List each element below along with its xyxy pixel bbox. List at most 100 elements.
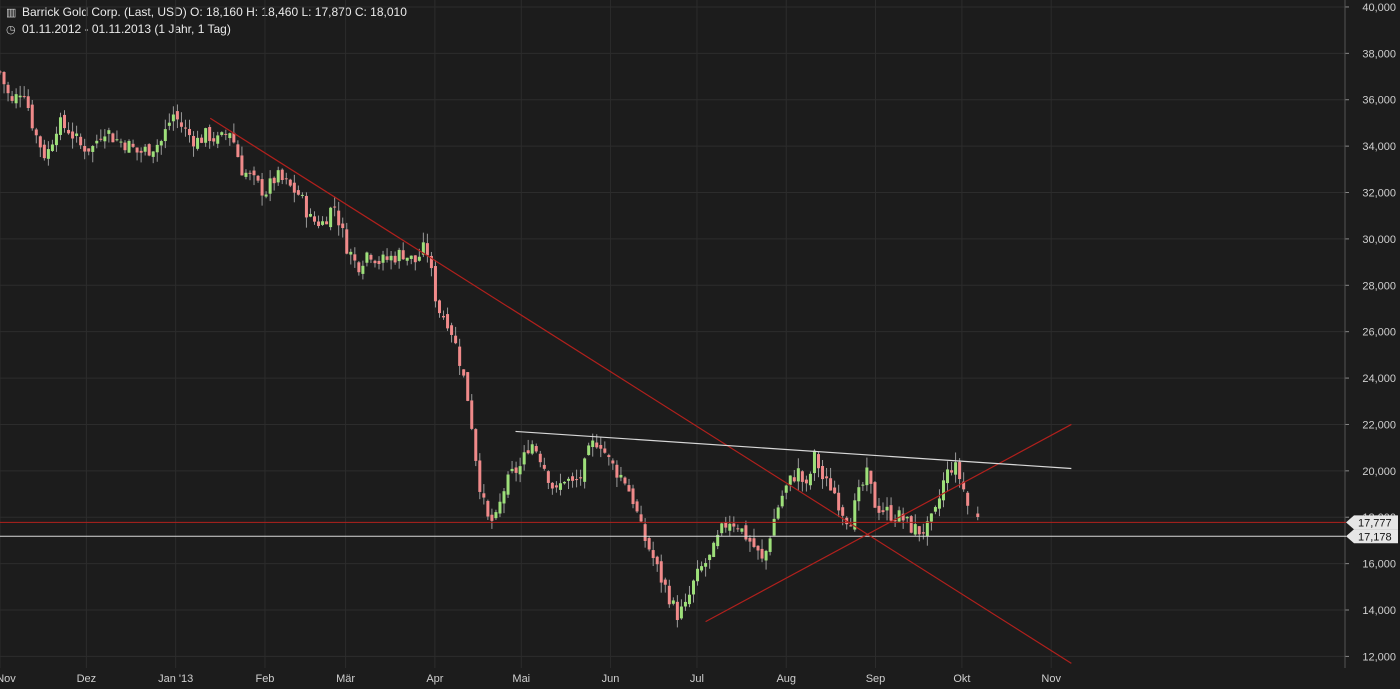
candle-up [687, 594, 691, 605]
candle-down [901, 513, 905, 521]
candle-up [788, 475, 792, 485]
candle-down [450, 325, 454, 335]
candle-up [861, 484, 865, 486]
candle-down [821, 465, 825, 480]
candle-down [337, 210, 341, 226]
candle-down [631, 488, 635, 505]
candle-up [107, 130, 111, 134]
candle-up [95, 140, 99, 144]
trendline-red-uptrend[interactable] [705, 423, 1072, 623]
x-tick-label: Jan '13 [158, 673, 193, 685]
candle-down [131, 143, 135, 147]
candle-down [425, 243, 429, 256]
candle-down [83, 145, 87, 152]
candle-up [808, 473, 812, 486]
chart-title-line: ▥ Barrick Gold Corp. (Last, USD) O: 18,16… [6, 5, 407, 19]
candle-up [683, 601, 687, 607]
candle-up [276, 170, 280, 183]
candle-down [462, 369, 466, 376]
level-tag-label: 17,777 [1358, 517, 1392, 529]
candle-down [175, 111, 179, 120]
candle-down [675, 601, 679, 621]
candle-up [591, 440, 595, 448]
candle-down [192, 135, 196, 147]
x-tick-label: Mär [336, 673, 355, 685]
candle-down [607, 455, 611, 458]
y-tick-label: 28,000 [1362, 280, 1396, 292]
clock-icon: ◷ [6, 24, 16, 36]
candle-down [139, 150, 143, 153]
candle-down [312, 216, 316, 222]
candle-down [603, 448, 607, 453]
candle-down [550, 482, 554, 489]
candle-down [188, 128, 192, 136]
candle-up [720, 523, 724, 534]
candle-down [248, 172, 252, 174]
candle-down [615, 464, 619, 478]
candle-up [220, 132, 224, 135]
candle-down [478, 460, 482, 492]
candle-down [304, 195, 308, 218]
candle-down [433, 266, 437, 302]
candle-up [946, 469, 950, 484]
candle-down [760, 548, 764, 559]
candle-up [518, 466, 522, 475]
candle-down [240, 155, 244, 176]
candle-up [692, 580, 696, 595]
candle-down [950, 470, 954, 473]
candle-down [482, 493, 486, 498]
candle-down [917, 526, 921, 535]
candle-down [825, 476, 829, 479]
candle-up [409, 255, 413, 259]
candle-down [921, 532, 925, 534]
candle-down [454, 335, 458, 344]
level-tag-label: 17,178 [1358, 531, 1392, 543]
candle-down [651, 550, 655, 559]
y-tick-label: 12,000 [1362, 651, 1396, 663]
y-tick-label: 22,000 [1362, 419, 1396, 431]
candle-down [373, 260, 377, 264]
candle-down [147, 144, 151, 156]
candle-down [554, 485, 558, 488]
y-tick-label: 20,000 [1362, 466, 1396, 478]
x-tick-label: Apr [426, 673, 443, 685]
candle-up [397, 249, 401, 262]
x-tick-label: Jul [690, 673, 704, 685]
candle-down [732, 523, 736, 527]
candle-up [46, 149, 50, 159]
candle-down [744, 525, 748, 540]
candle-down [736, 528, 740, 530]
candle-up [933, 507, 937, 512]
x-tick-label: Dez [77, 673, 97, 685]
candle-up [349, 251, 353, 255]
candle-up [143, 146, 147, 152]
candle-up [159, 141, 163, 146]
candle-down [333, 206, 337, 208]
candle-down [317, 221, 321, 227]
candle-down [252, 170, 256, 176]
candle-up [954, 462, 958, 475]
trendline-red-downtrend[interactable] [209, 117, 1072, 664]
candle-up [562, 481, 566, 484]
candle-down [429, 255, 433, 269]
candle-down [288, 179, 292, 186]
candle-up [127, 140, 131, 153]
candle-down [466, 372, 470, 401]
candle-down [292, 182, 296, 193]
candle-up [75, 133, 79, 136]
candle-down [841, 507, 845, 516]
candle-down [667, 585, 671, 605]
candle-down [446, 314, 450, 329]
chart-title-text: Barrick Gold Corp. (Last, USD) O: 18,160… [22, 5, 407, 19]
candle-down [623, 477, 627, 484]
candle-down [639, 514, 643, 522]
candle-up [381, 254, 385, 263]
candle-down [26, 96, 30, 109]
candle-up [151, 151, 155, 157]
bar-chart-icon: ▥ [6, 7, 17, 19]
trendline-white-resistance[interactable] [515, 430, 1072, 470]
candle-down [401, 250, 405, 260]
candle-up [853, 500, 857, 530]
candle-down [413, 255, 417, 263]
